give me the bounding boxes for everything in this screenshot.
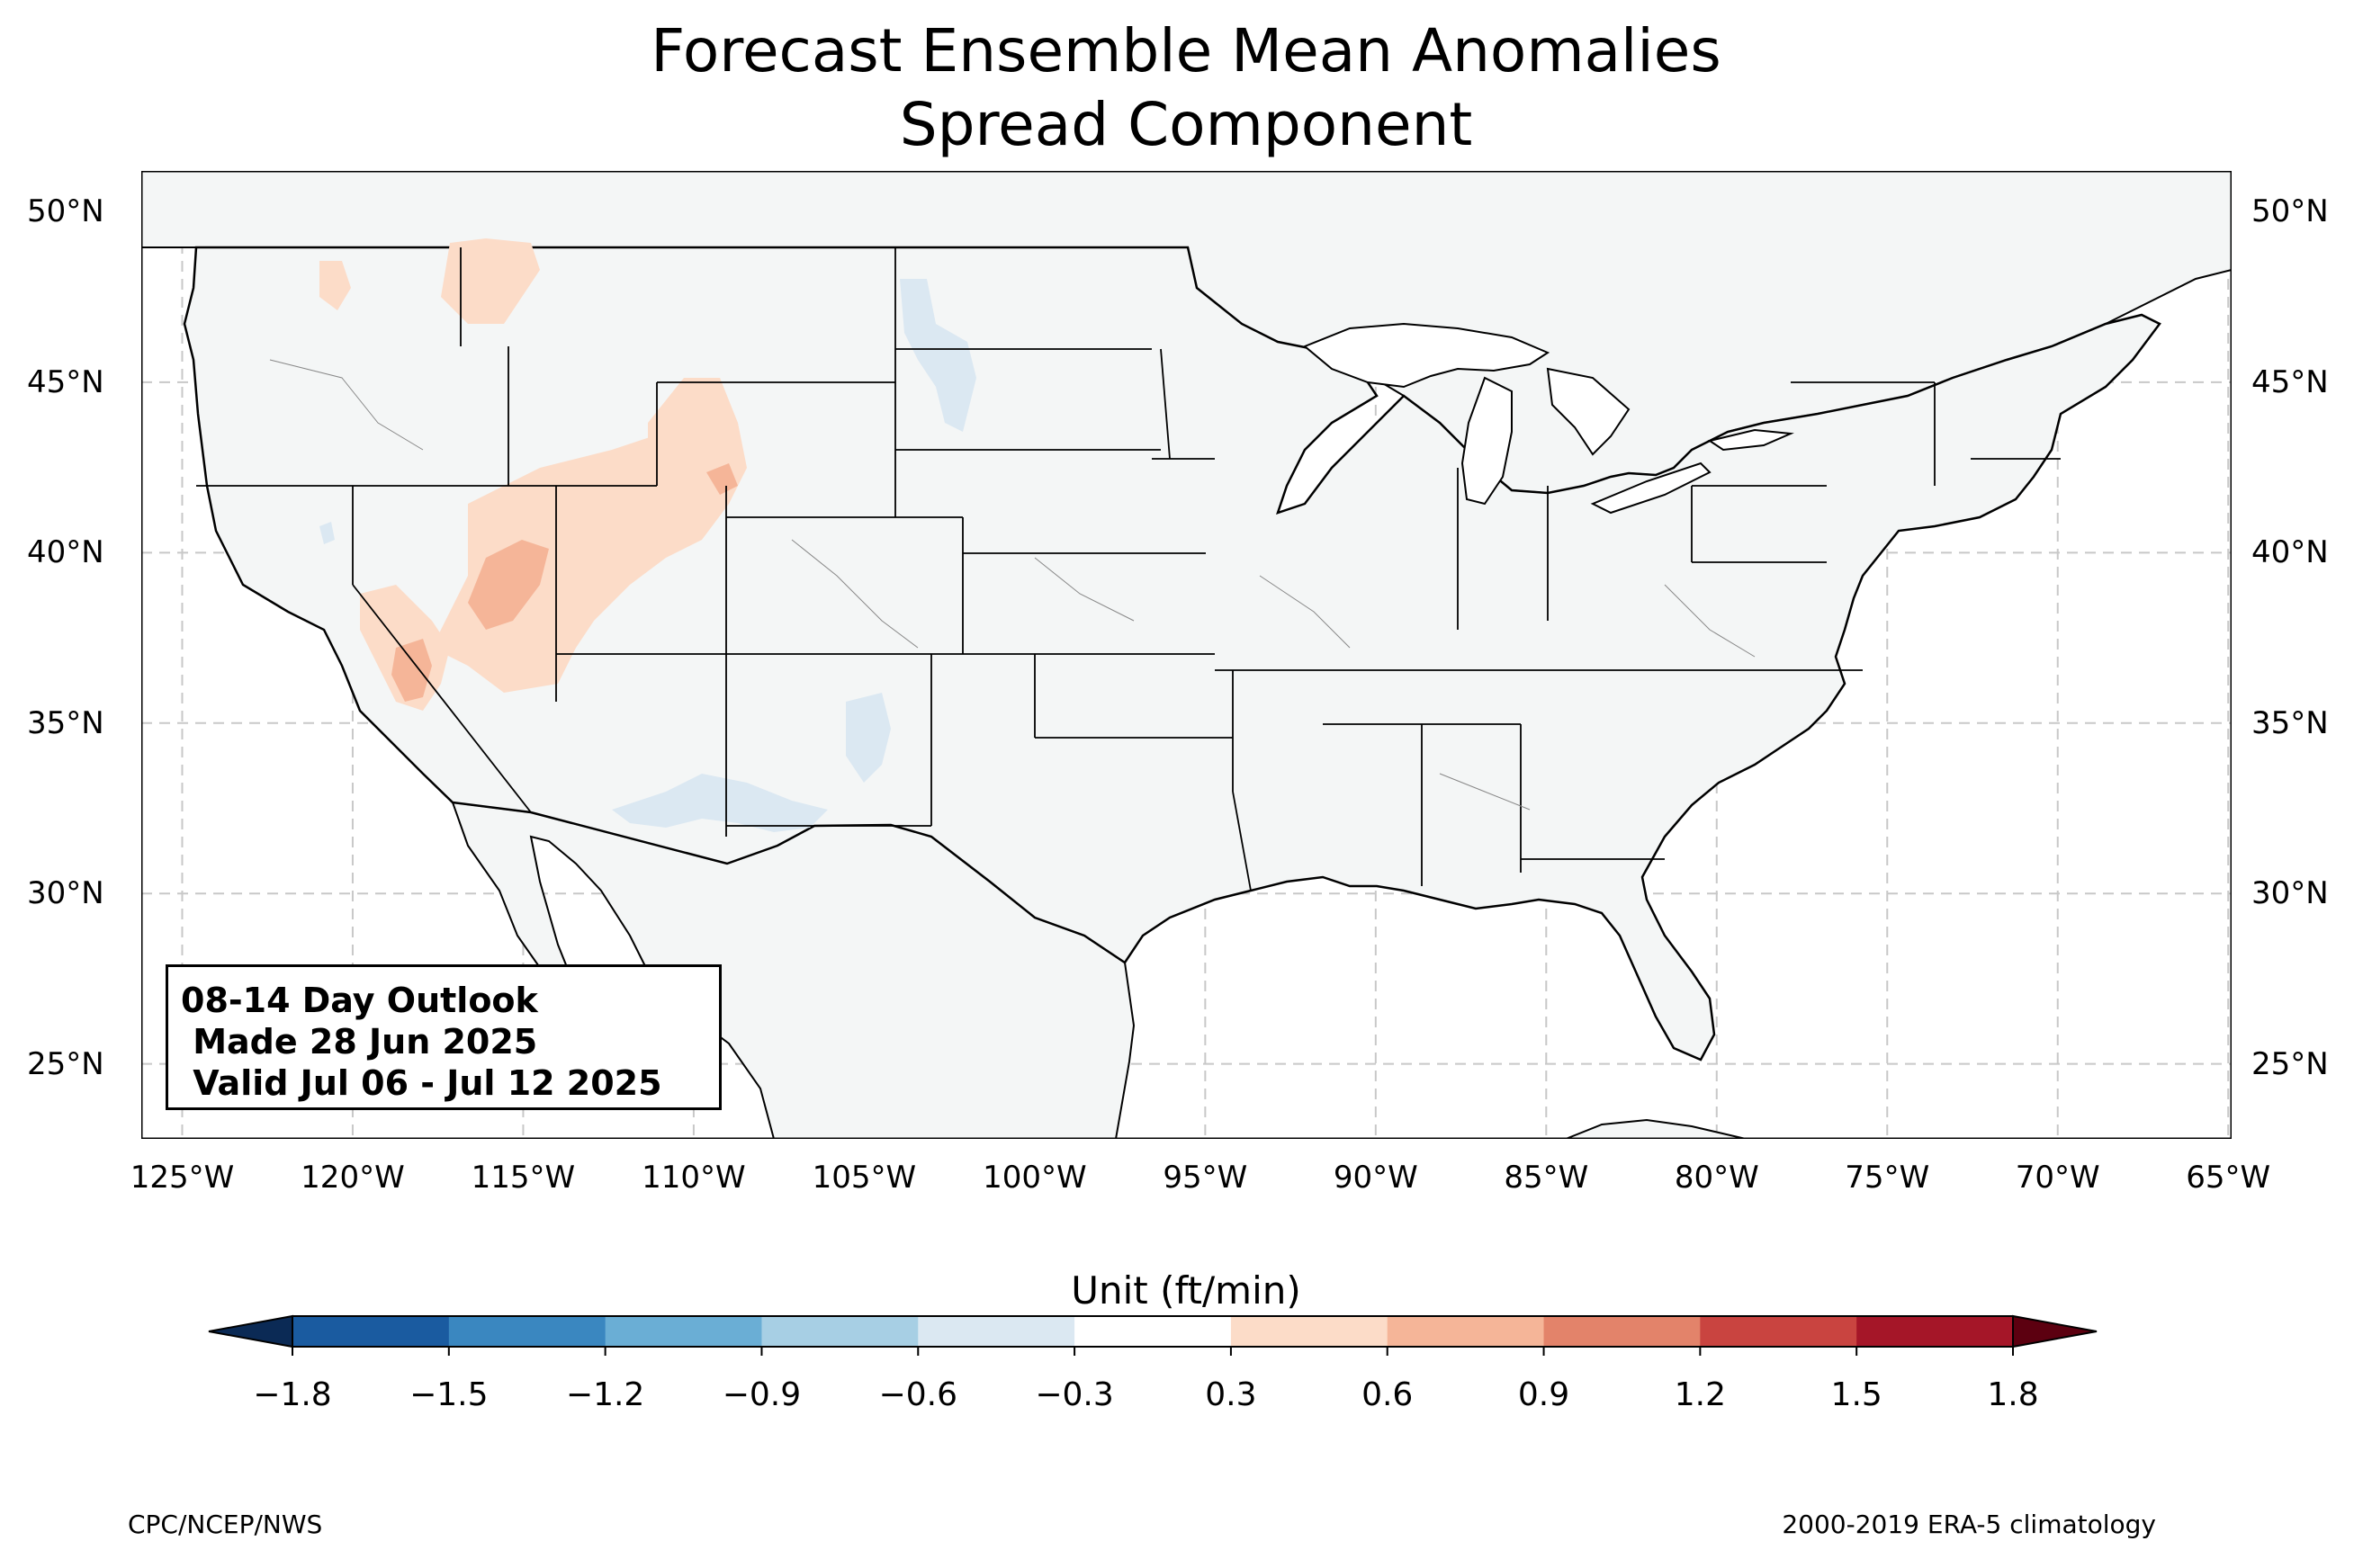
colorbar-label: Unit (ft/min)	[1071, 1268, 1301, 1313]
lake-michigan	[1460, 376, 1513, 506]
colorbar-tick-label: 1.5	[1830, 1376, 1882, 1413]
latitude-tick-label-left: 45°N	[27, 363, 104, 400]
colorbar-segment	[1700, 1316, 1857, 1347]
latitude-tick-label-right: 40°N	[2251, 534, 2329, 571]
latitude-tick-label-right: 35°N	[2251, 704, 2329, 741]
footer-climatology: 2000-2019 ERA-5 climatology	[1782, 1510, 2156, 1539]
lake-ontario	[1707, 428, 1794, 452]
northern-rockies-positive	[441, 238, 540, 324]
arizona-new-mexico-negative	[612, 774, 828, 832]
colorbar-segment	[918, 1316, 1075, 1347]
new-mexico-negative	[846, 693, 891, 783]
colorbar-tick-label: −0.6	[878, 1376, 957, 1413]
outlook-made-date: Made 28 Jun 2025	[181, 1022, 538, 1062]
outlook-info-box: 08-14 Day Outlook Made 28 Jun 2025 Valid…	[166, 964, 722, 1110]
longitude-tick-label: 110°W	[642, 1160, 746, 1196]
colorbar-tick-label: −0.3	[1035, 1376, 1114, 1413]
lake-huron	[1546, 367, 1631, 456]
colorbar-segment	[1543, 1316, 1701, 1347]
anomaly-shading	[319, 238, 976, 832]
colorbar-tick-label: 1.8	[1987, 1376, 2039, 1413]
colorbar-segment	[761, 1316, 919, 1347]
colorbar-tick-marks	[292, 1347, 2014, 1356]
colorbar-segment	[448, 1316, 606, 1347]
longitude-tick-label: 75°W	[1845, 1160, 1930, 1196]
longitude-tick-label: 95°W	[1163, 1160, 1248, 1196]
colorbar-over-extension	[2012, 1314, 2098, 1348]
colorbar-frame	[292, 1315, 2014, 1348]
colorbar-tick-label: 1.2	[1674, 1376, 1726, 1413]
longitude-tick-label: 100°W	[983, 1160, 1087, 1196]
colorbar-tick-label: 0.6	[1361, 1376, 1414, 1413]
chart-subtitle: Spread Component	[899, 90, 1473, 159]
lake-superior	[1303, 322, 1550, 389]
latitude-tick-label-left: 40°N	[27, 534, 104, 571]
longitude-tick-label: 90°W	[1333, 1160, 1418, 1196]
latitude-tick-label-right: 30°N	[2251, 875, 2329, 912]
latitude-tick-label-left: 30°N	[27, 875, 104, 912]
idaho-positive	[319, 261, 351, 310]
longitude-tick-label: 105°W	[812, 1160, 917, 1196]
longitude-tick-label: 115°W	[471, 1160, 576, 1196]
colorbar-segments	[292, 1316, 2014, 1347]
longitude-tick-label: 125°W	[130, 1160, 235, 1196]
colorbar	[208, 1314, 2098, 1356]
lake-erie	[1590, 461, 1712, 515]
colorbar-tick-label: −0.9	[722, 1376, 802, 1413]
county-boundaries	[269, 359, 1756, 811]
california-core-positive	[391, 639, 432, 702]
colorbar-segment	[1074, 1316, 1232, 1347]
colorbar-segment	[1230, 1316, 1388, 1347]
longitude-tick-label: 80°W	[1674, 1160, 1759, 1196]
cuba-landmass	[1565, 1118, 1747, 1139]
footer-source: CPC/NCEP/NWS	[128, 1510, 323, 1539]
great-lakes	[1303, 322, 1794, 515]
colorbar-segment	[1856, 1316, 2014, 1347]
colorbar-tick-label: 0.3	[1205, 1376, 1257, 1413]
latitude-tick-label-right: 25°N	[2251, 1045, 2329, 1082]
outlook-valid-dates: Valid Jul 06 - Jul 12 2025	[181, 1063, 662, 1103]
colorbar-segment	[292, 1316, 450, 1347]
latitude-tick-label-left: 25°N	[27, 1045, 104, 1082]
colorbar-tick-label: −1.5	[409, 1376, 489, 1413]
colorbar-under-extension	[208, 1314, 293, 1348]
longitude-tick-label: 85°W	[1504, 1160, 1589, 1196]
wyoming-core-positive	[706, 463, 738, 495]
longitude-tick-label: 120°W	[301, 1160, 405, 1196]
colorbar-tick-label: −1.8	[253, 1376, 332, 1413]
longitude-tick-label: 70°W	[2015, 1160, 2100, 1196]
colorbar-segment	[1387, 1316, 1545, 1347]
latitude-tick-label-right: 45°N	[2251, 363, 2329, 400]
latitude-tick-label-right: 50°N	[2251, 193, 2329, 230]
north-dakota-negative	[900, 279, 976, 432]
state-boundaries	[196, 247, 2061, 892]
longitude-tick-label: 65°W	[2186, 1160, 2271, 1196]
outlook-period: 08-14 Day Outlook	[181, 981, 538, 1020]
latitude-tick-label-left: 50°N	[27, 193, 104, 230]
colorbar-segment	[605, 1316, 762, 1347]
latitude-tick-label-left: 35°N	[27, 704, 104, 741]
utah-negative	[319, 522, 335, 544]
colorbar-tick-label: 0.9	[1517, 1376, 1570, 1413]
colorbar-tick-label: −1.2	[565, 1376, 645, 1413]
nevada-core-positive	[468, 540, 549, 630]
chart-title: Forecast Ensemble Mean Anomalies	[651, 16, 1721, 85]
